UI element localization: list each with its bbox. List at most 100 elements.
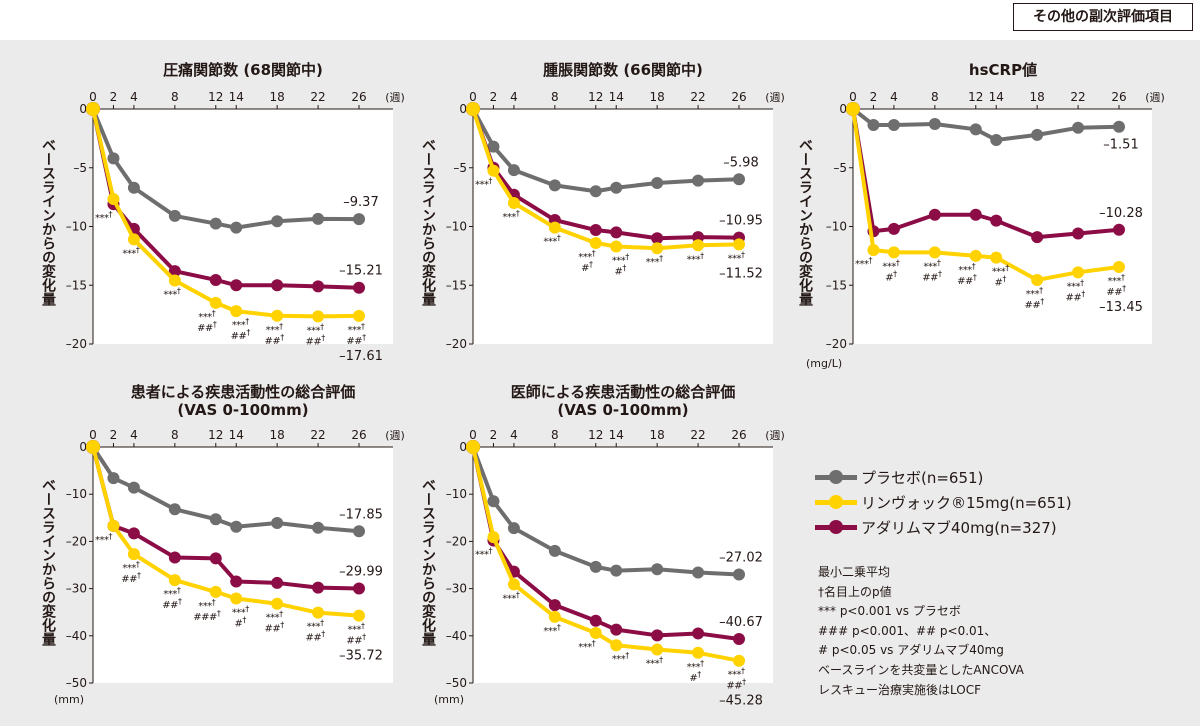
chart-3-title: hsCRP値 <box>843 61 1163 79</box>
significance-annotation: ***† <box>266 322 284 336</box>
data-point-placebo <box>507 522 520 535</box>
data-point-placebo <box>990 134 1003 147</box>
data-point-placebo <box>168 503 181 516</box>
data-point-placebo <box>127 181 140 194</box>
data-point-placebo <box>127 481 140 494</box>
x-unit-label: (週) <box>1145 91 1165 104</box>
y-tick-label: –15 <box>66 278 87 292</box>
significance-annotation: ***† <box>163 287 181 301</box>
y-tick-label: –50 <box>446 676 467 690</box>
chart-4-unit: (mm) <box>54 693 85 706</box>
x-tick-label: 0 <box>469 428 477 442</box>
data-point-placebo <box>209 217 222 230</box>
data-point-adalimumab <box>651 232 664 245</box>
chart-5-title-line-1: 医師による疾患活動性の総合評価 <box>510 383 736 401</box>
end-value-label-upadacitinib: –35.72 <box>339 649 383 664</box>
significance-annotation: ***† <box>578 639 596 653</box>
data-point-adalimumab <box>548 599 561 612</box>
significance-annotation: ##† <box>265 621 285 635</box>
data-point-upadacitinib <box>733 238 745 251</box>
data-point-adalimumab <box>589 614 602 627</box>
legend-dot <box>829 520 843 534</box>
y-tick-label: 0 <box>79 440 87 454</box>
data-point-upadacitinib <box>990 251 1003 264</box>
x-tick-label: 2 <box>490 428 498 442</box>
data-point-placebo <box>487 495 500 508</box>
significance-annotation: #† <box>615 263 627 277</box>
significance-annotation: ***† <box>612 252 630 266</box>
x-tick-label: 18 <box>1030 90 1045 104</box>
x-tick-label: 4 <box>510 428 518 442</box>
significance-annotation: #† <box>235 616 247 630</box>
data-point-upadacitinib <box>610 639 623 652</box>
data-point-upadacitinib <box>127 548 140 561</box>
data-point-adalimumab <box>312 581 325 594</box>
x-tick-label: 18 <box>650 90 665 104</box>
plot-area <box>473 109 773 344</box>
significance-annotation: ***† <box>543 234 561 248</box>
data-point-placebo <box>271 215 284 228</box>
x-tick-label: 26 <box>351 90 366 104</box>
legend-swatch-adalimumab <box>815 517 857 537</box>
x-tick-label: 12 <box>588 90 603 104</box>
significance-annotation: ***† <box>307 619 325 633</box>
significance-annotation: ***† <box>348 322 366 336</box>
chart-3-y-axis-title: ベースラインからの変化量 <box>797 138 813 306</box>
data-point-adalimumab <box>1113 223 1125 236</box>
x-tick-label: 0 <box>469 90 477 104</box>
footnotes: 最小二乗平均 †名目上のp値 *** p<0.001 vs プラセボ ### p… <box>818 563 1024 700</box>
significance-annotation: ***† <box>1026 286 1044 300</box>
data-point-upadacitinib <box>692 239 705 252</box>
significance-annotation: ***† <box>612 651 630 665</box>
data-point-upadacitinib <box>353 609 365 622</box>
y-tick-label: 0 <box>79 102 87 116</box>
x-tick-label: 8 <box>931 90 939 104</box>
data-point-placebo <box>589 185 602 198</box>
data-point-adalimumab <box>271 576 284 589</box>
significance-annotation: ##† <box>305 333 325 347</box>
chart-4-title-line-1: 患者による疾患活動性の総合評価 <box>130 383 356 401</box>
end-value-label-adalimumab: –29.99 <box>339 565 383 580</box>
data-point-upadacitinib <box>887 246 900 259</box>
significance-annotation: ##† <box>1065 289 1085 303</box>
data-point-upadacitinib <box>733 654 745 667</box>
x-tick-label: 22 <box>690 90 705 104</box>
data-point-upadacitinib <box>1072 266 1085 279</box>
x-tick-label: 2 <box>870 90 878 104</box>
significance-annotation: ***† <box>687 251 705 265</box>
data-point-placebo <box>867 118 880 131</box>
significance-annotation: ***† <box>95 532 113 546</box>
data-point-upadacitinib <box>692 646 705 659</box>
footnote: †名目上のp値 <box>818 584 892 599</box>
significance-annotation: ***† <box>475 177 493 191</box>
data-point-placebo <box>651 177 664 190</box>
chart-2-title: 腫脹関節数 (66関節中) <box>463 61 783 79</box>
data-point-upadacitinib <box>168 574 181 587</box>
data-point-adalimumab <box>692 627 705 640</box>
x-tick-label: 14 <box>229 90 244 104</box>
data-point-upadacitinib <box>487 531 500 544</box>
x-tick-label: 26 <box>1111 90 1126 104</box>
data-point-upadacitinib <box>1113 261 1125 274</box>
data-point-placebo <box>733 173 745 186</box>
significance-annotation: #† <box>885 269 897 283</box>
significance-annotation: ##† <box>957 273 977 287</box>
significance-annotation: ***† <box>958 262 976 276</box>
data-point-upadacitinib <box>969 249 982 262</box>
y-tick-label: –10 <box>446 487 467 501</box>
footnote: ### p<0.001、## p<0.01、 <box>818 623 997 638</box>
plot-area <box>473 447 773 683</box>
data-point-upadacitinib <box>271 597 284 610</box>
data-point-adalimumab <box>990 214 1003 227</box>
data-point-placebo <box>887 118 900 131</box>
data-point-placebo <box>507 164 520 177</box>
chart-3-title-line: hsCRP値 <box>968 61 1038 79</box>
x-tick-label: 18 <box>270 90 285 104</box>
chart-4-title-line-2: (VAS 0-100mm) <box>177 401 309 419</box>
y-tick-label: –30 <box>66 582 87 596</box>
footnote: *** p<0.001 vs プラセボ <box>818 604 961 619</box>
x-tick-label: 22 <box>310 90 325 104</box>
data-point-upadacitinib <box>230 305 243 318</box>
data-point-upadacitinib <box>487 164 500 177</box>
significance-annotation: ***† <box>163 586 181 600</box>
